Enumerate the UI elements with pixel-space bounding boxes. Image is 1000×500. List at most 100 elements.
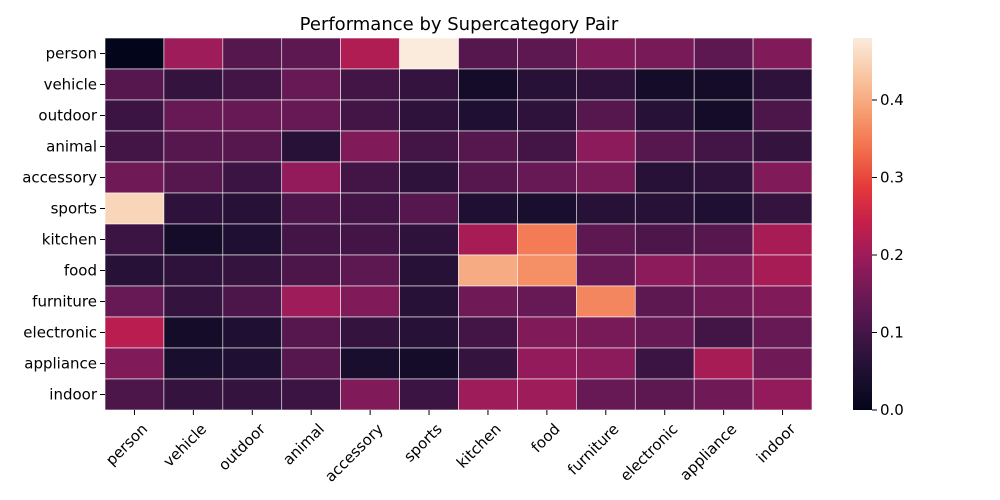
heatmap-cell: [576, 68, 636, 101]
heatmap-cell: [104, 347, 165, 380]
heatmap-cell: [399, 130, 459, 163]
heatmap-cell: [281, 285, 341, 318]
heatmap-cell: [222, 130, 283, 163]
heatmap-cell: [104, 285, 165, 318]
column-label: outdoor: [215, 419, 270, 474]
heatmap-cell: [752, 254, 813, 287]
heatmap-cell: [693, 285, 754, 318]
heatmap-cell: [752, 37, 813, 70]
column-label: appliance: [676, 420, 740, 484]
heatmap-cell: [752, 223, 813, 256]
heatmap-cell: [340, 99, 400, 132]
heatmap-cell: [104, 161, 165, 194]
heatmap-cell: [340, 316, 400, 349]
heatmap-cell: [104, 254, 165, 287]
heatmap-cell: [576, 99, 636, 132]
heatmap-cell: [576, 254, 636, 287]
heatmap-cell: [752, 378, 813, 411]
heatmap-cell: [693, 68, 754, 101]
heatmap-cell: [693, 378, 754, 411]
heatmap-cell: [163, 223, 224, 256]
heatmap-cell: [634, 68, 695, 101]
heatmap-cell: [104, 68, 165, 101]
heatmap-cell: [281, 99, 341, 132]
heatmap-cell: [163, 347, 224, 380]
heatmap-cell: [104, 192, 165, 225]
heatmap-cell: [693, 161, 754, 194]
heatmap-cell: [399, 285, 459, 318]
heatmap-cell: [634, 285, 695, 318]
heatmap-cell: [163, 285, 224, 318]
heatmap-cell: [752, 316, 813, 349]
heatmap-cell: [693, 316, 754, 349]
heatmap-cell: [458, 130, 518, 163]
heatmap-cell: [340, 378, 400, 411]
heatmap-cell: [163, 161, 224, 194]
row-label: animal: [46, 138, 97, 156]
colorbar-gradient: [853, 38, 872, 410]
heatmap-cell: [340, 223, 400, 256]
heatmap-cell: [399, 347, 459, 380]
row-labels: person vehicle outdoor animal accessory sport…: [22, 45, 105, 404]
heatmap-cell: [634, 192, 695, 225]
heatmap-cell: [634, 347, 695, 380]
heatmap-cell: [222, 161, 283, 194]
heatmap-cell: [458, 223, 518, 256]
heatmap-cell: [634, 99, 695, 132]
column-label: kitchen: [453, 420, 505, 472]
row-label: furniture: [32, 293, 97, 311]
heatmap-cell: [517, 254, 577, 287]
heatmap-cells: [104, 37, 813, 411]
heatmap-cell: [576, 378, 636, 411]
heatmap-cell: [752, 68, 813, 101]
heatmap-cell: [222, 99, 283, 132]
heatmap-cell: [399, 223, 459, 256]
heatmap-cell: [517, 223, 577, 256]
heatmap-cell: [517, 192, 577, 225]
chart-title: Performance by Supercategory Pair: [300, 14, 619, 35]
column-label: indoor: [753, 419, 800, 466]
heatmap-cell: [517, 37, 577, 70]
heatmap-cell: [281, 37, 341, 70]
heatmap-cell: [281, 161, 341, 194]
heatmap-cell: [752, 285, 813, 318]
heatmap-cell: [693, 192, 754, 225]
heatmap-cell: [517, 161, 577, 194]
heatmap-cell: [340, 347, 400, 380]
heatmap-cell: [281, 130, 341, 163]
column-label: sports: [400, 420, 446, 466]
column-label: animal: [279, 420, 328, 469]
heatmap-cell: [576, 316, 636, 349]
row-label: electronic: [23, 324, 97, 342]
heatmap-cell: [163, 37, 224, 70]
heatmap-cell: [634, 254, 695, 287]
heatmap-cell: [517, 378, 577, 411]
row-label: vehicle: [44, 76, 97, 94]
heatmap-cell: [399, 316, 459, 349]
heatmap-cell: [693, 130, 754, 163]
heatmap-cell: [281, 68, 341, 101]
heatmap-cell: [104, 37, 165, 70]
row-label: accessory: [22, 169, 97, 187]
heatmap-cell: [222, 378, 283, 411]
heatmap-cell: [576, 223, 636, 256]
heatmap-cell: [517, 347, 577, 380]
heatmap-cell: [693, 99, 754, 132]
heatmap-cell: [281, 254, 341, 287]
heatmap-cell: [104, 378, 165, 411]
heatmap-cell: [163, 99, 224, 132]
heatmap-cell: [281, 347, 341, 380]
heatmap-cell: [281, 316, 341, 349]
heatmap-cell: [399, 161, 459, 194]
heatmap-cell: [104, 223, 165, 256]
heatmap-cell: [104, 99, 165, 132]
heatmap-cell: [399, 254, 459, 287]
column-label: furniture: [564, 420, 623, 479]
heatmap-cell: [517, 316, 577, 349]
heatmap-cell: [222, 254, 283, 287]
heatmap-cell: [458, 254, 518, 287]
heatmap-cell: [222, 347, 283, 380]
column-label: person: [102, 420, 151, 469]
